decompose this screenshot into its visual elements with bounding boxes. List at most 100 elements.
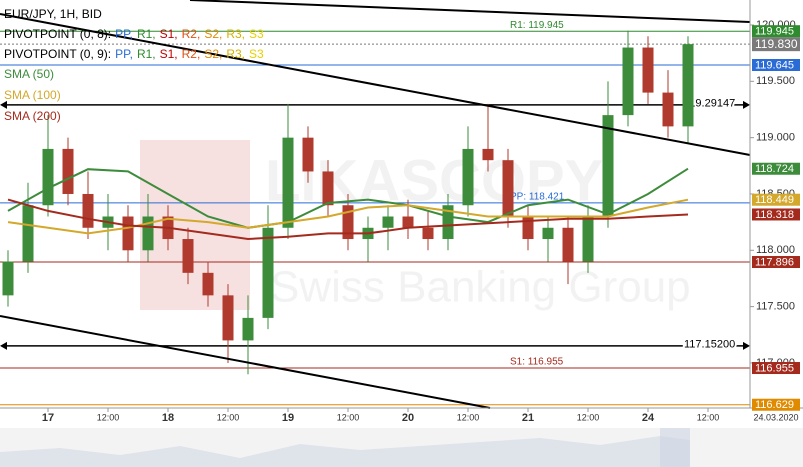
x-tick-label: 17 [42,412,54,424]
candle-body [302,137,314,172]
sma-line [7,167,689,229]
level-arrow [0,341,7,350]
price-badge [752,208,800,221]
level-arrow [743,100,750,109]
legend-item: S1, [160,47,178,61]
trend-line [0,315,491,409]
legend-item: R1, [137,27,156,41]
candle-body [682,44,694,127]
navigator-area [0,436,690,467]
level-arrow [743,341,750,350]
price-badge-label: 119.830 [755,37,798,51]
y-tick-label: 118.000 [756,244,795,256]
navigator [0,428,803,467]
candle-body [42,148,54,206]
trend-line [0,13,751,156]
price-badge-label: 119.645 [755,59,794,71]
candle-body [582,216,594,262]
legend-item: S2, [204,27,222,41]
legend-entry: PIVOTPOINT (0, 9): PP, R1, S1, R2, S2, R3, S3 [4,47,264,61]
legend-item: R2, [182,27,201,41]
candle-body [282,137,294,228]
candle-body [542,227,554,240]
legend-item: R3, [226,47,245,61]
legend-label: PIVOTPOINT (0, 9): [4,47,111,61]
price-badge-label: 118.449 [755,194,794,206]
legend-item: R3, [226,27,245,41]
price-badge-label: 118.724 [755,163,794,175]
cursor-date: 24.03.2020 [753,412,798,422]
x-tick-label: 12:00 [217,412,240,422]
price-badge [752,256,800,269]
legend-entry: SMA (100) [4,88,61,102]
x-tick-label: 12:00 [97,412,120,422]
candle-body [262,227,274,318]
candle-body [602,115,614,217]
legend-entry: SMA (50) [4,67,54,81]
legend-item: PP, [115,47,133,61]
price-badge-label: 119.945 [755,26,794,38]
x-tick-label: 12:00 [337,412,360,422]
price-badge [752,25,800,38]
price-badge [752,398,800,411]
candle-body [342,205,354,240]
legend-item: R2, [182,47,201,61]
candle-body [422,227,434,240]
candle-body [522,216,534,240]
price-badge-label: 118.318 [755,209,794,221]
chart-title: EUR/JPY, 1H, BID [4,7,102,21]
level-label: PP: 118.421 [510,192,565,203]
candle-body [22,205,34,262]
legend-item: R1, [137,47,156,61]
legend-item: S1, [160,27,178,41]
candle-body [662,92,674,127]
candle-body [2,261,14,296]
candle-body [562,227,574,262]
price-badge-label: 116.629 [755,399,794,411]
candle-body [622,47,634,116]
y-tick-label: 119.500 [756,75,795,87]
candle-body [442,205,454,240]
y-tick-label: 119.000 [756,132,795,144]
legend-item: PP, [115,27,133,41]
candle-body [402,216,414,228]
navigator-window[interactable] [660,428,690,467]
candle-body [222,295,234,341]
x-tick-label: 18 [162,412,174,424]
price-badge [752,58,800,71]
x-tick-label: 19 [282,412,294,424]
candle-body [462,148,474,206]
x-tick-label: 12:00 [457,412,480,422]
level-label: 117.15200 [684,339,735,351]
price-badge [752,162,800,175]
candle-body [142,216,154,251]
candle-body [122,216,134,251]
candle-body [62,148,74,194]
price-badge [752,193,800,206]
legend-label: PIVOTPOINT (0, 8): [4,27,111,41]
sma-line [7,198,689,241]
level-label: R1: 119.945 [510,20,564,31]
level-label: S1: 116.955 [510,357,564,368]
candle-body [382,216,394,228]
level-arrow [0,100,7,109]
legend-entry: PIVOTPOINT (0, 8): PP, R1, S1, R2, S2, R3, S3 [4,27,264,41]
candle-body [642,47,654,93]
x-tick-label: 20 [402,412,414,424]
plot-area: R1: 119.945 119.29147 PP: 118.421 117.15200… [0,20,750,406]
watermark-brand: LIKASCOPY [265,148,603,213]
legend-item: S2, [204,47,222,61]
sma-line [7,198,689,235]
x-tick-label: 24 [642,412,655,424]
price-badge [752,362,800,375]
legend: EUR/JPY, 1H, BID SMA (50) SMA (100) SMA (2… [4,7,264,123]
candle-body [182,239,194,273]
price-badge-label: 117.896 [755,256,794,268]
legend-item: S3 [249,47,264,61]
candle-body [322,171,334,206]
candle-body [482,148,494,161]
legend-entry: SMA (200) [4,109,61,123]
price-badge-label: 116.955 [755,362,794,374]
